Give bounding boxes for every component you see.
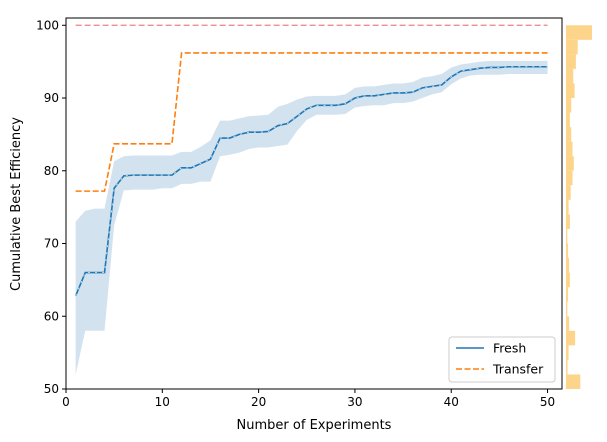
y-tick-label-100: 100 [36,18,59,32]
histogram-bar-21 [566,330,576,346]
histogram-bar-24 [566,374,581,389]
x-axis-label: Number of Experiments [237,418,392,433]
x-tick-label-20: 20 [251,395,266,409]
y-tick-label-50: 50 [44,382,59,396]
legend-label-fresh: Fresh [493,341,526,356]
histogram-bar-5 [566,98,572,113]
histogram-bar-11 [566,185,571,200]
histogram-bar-18 [566,287,569,302]
y-axis-label: Cumulative Best Efficiency [9,117,24,291]
legend-label-transfer: Transfer [492,362,544,377]
legend: Fresh Transfer [448,336,556,383]
histogram-bar-0 [566,25,592,40]
x-tick-label-50: 50 [540,395,555,409]
series-line-transfer [75,52,548,192]
histogram-bar-14 [566,228,568,244]
fresh-line-overlay [75,66,548,297]
histogram-bar-4 [566,83,575,99]
plot-frame [65,17,563,390]
histogram-bar-13 [566,214,570,229]
y-tick-label-80: 80 [44,164,59,178]
histogram-bar-20 [566,316,570,331]
x-tick-label-0: 0 [62,395,70,409]
marginal-histogram [566,25,592,389]
histogram-bar-8 [566,141,573,157]
axes: 0 10 20 30 40 50 50 60 70 80 90 100 [36,18,555,409]
histogram-bar-10 [566,170,573,186]
x-tick-label-30: 30 [347,395,362,409]
histogram-bar-22 [566,345,569,360]
histogram-bar-19 [566,301,568,317]
histogram-bar-12 [566,199,569,215]
histogram-bar-6 [566,112,570,128]
histogram-bar-2 [566,54,576,69]
x-tick-label-10: 10 [155,395,170,409]
histogram-bar-16 [566,258,570,273]
plot-area [74,24,548,375]
histogram-bar-17 [566,272,570,288]
histogram-bar-23 [566,359,568,375]
histogram-bar-3 [566,68,574,84]
y-tick-label-60: 60 [44,309,59,323]
x-tick-label-40: 40 [444,395,459,409]
histogram-bar-1 [566,39,578,55]
y-tick-label-90: 90 [44,91,59,105]
histogram-bar-15 [566,243,569,259]
histogram-bar-9 [566,156,574,171]
histogram-bar-7 [566,127,572,142]
y-tick-label-70: 70 [44,237,59,251]
